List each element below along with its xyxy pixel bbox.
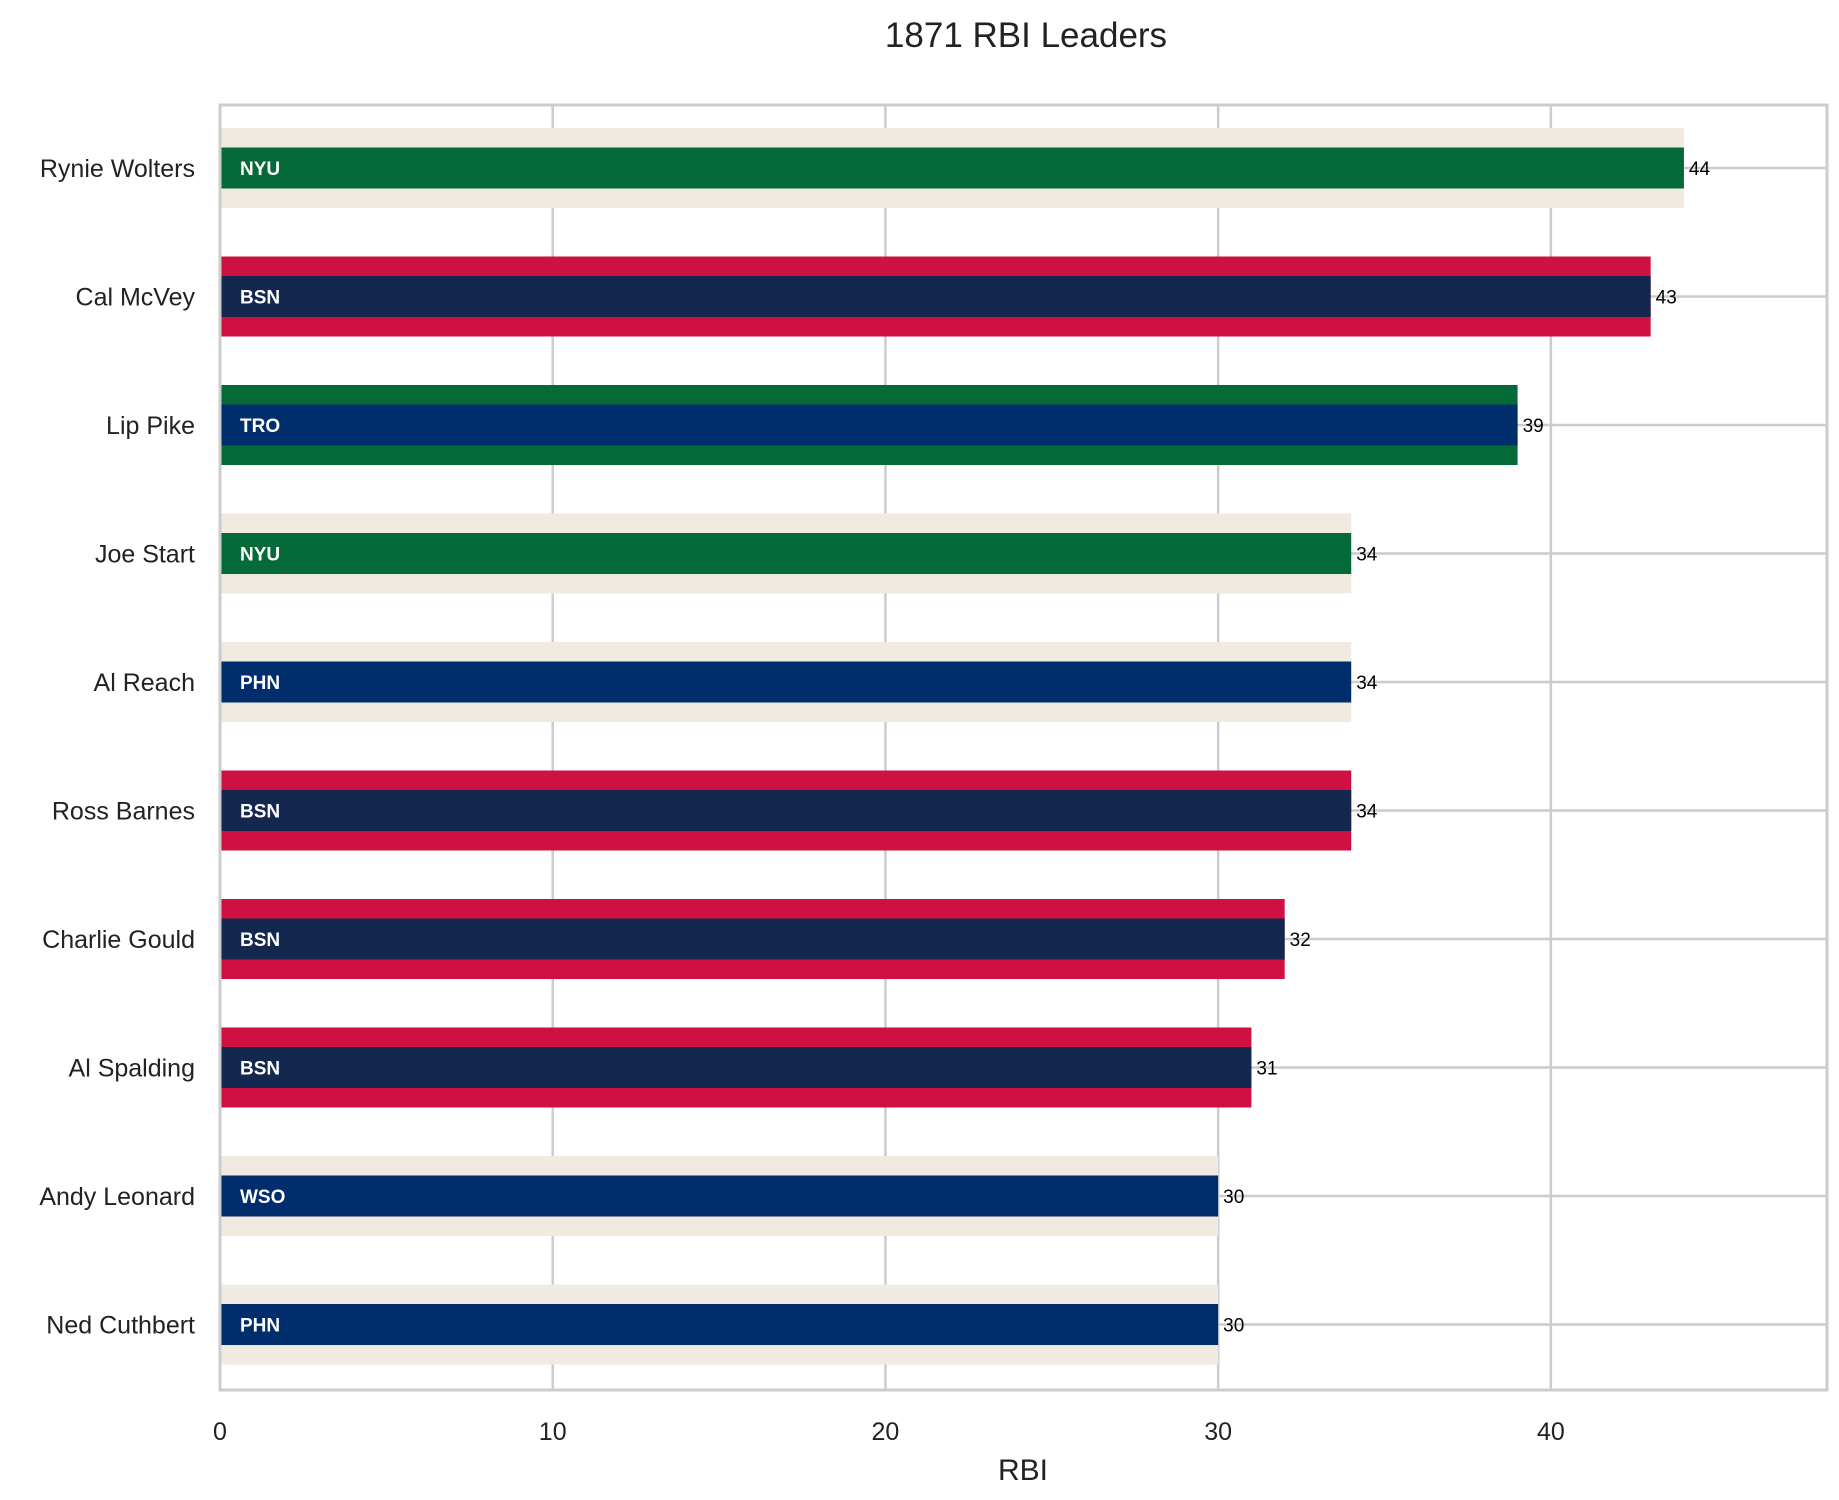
team-label: BSN bbox=[240, 288, 280, 309]
y-tick-label: Charlie Gould bbox=[42, 926, 195, 954]
bar-inner bbox=[220, 404, 1518, 446]
y-tick-label: Al Spalding bbox=[69, 1055, 195, 1083]
x-tick-label: 0 bbox=[213, 1418, 227, 1446]
y-tick-label: Al Reach bbox=[94, 669, 195, 697]
bar-labels: NYU 44 BSN 43 TRO 39 NYU 34 PHN 34 BSN 34 BSN 32 BSN 31… bbox=[240, 159, 1711, 1337]
x-tick-label: 40 bbox=[1537, 1418, 1565, 1446]
bar-inner bbox=[220, 661, 1352, 703]
team-label: BSN bbox=[240, 930, 280, 951]
team-label: PHN bbox=[240, 1316, 280, 1337]
y-tick-label: Cal McVey bbox=[76, 284, 196, 312]
value-label: 34 bbox=[1356, 802, 1378, 823]
bar-inner bbox=[220, 147, 1684, 189]
x-tick-label: 30 bbox=[1204, 1418, 1232, 1446]
bar-inner bbox=[220, 918, 1285, 960]
chart-title: 1871 RBI Leaders bbox=[885, 16, 1167, 55]
y-tick-label: Ross Barnes bbox=[52, 798, 195, 826]
value-label: 30 bbox=[1223, 1187, 1244, 1208]
team-label: BSN bbox=[240, 802, 280, 823]
y-tick-label: Joe Start bbox=[95, 541, 195, 569]
value-label: 34 bbox=[1356, 545, 1378, 566]
plot-frame bbox=[218, 103, 1829, 1392]
x-axis-label: RBI bbox=[998, 1454, 1048, 1487]
y-tick-label: Lip Pike bbox=[106, 412, 195, 440]
bar-inner bbox=[220, 1304, 1219, 1345]
value-label: 30 bbox=[1223, 1316, 1244, 1337]
bars bbox=[220, 128, 1684, 1365]
x-tick-label: 10 bbox=[539, 1418, 567, 1446]
x-axis-tick-labels: 0 10 20 30 40 bbox=[213, 1418, 1565, 1446]
value-label: 43 bbox=[1656, 288, 1677, 309]
y-tick-label: Rynie Wolters bbox=[40, 155, 195, 183]
bar-inner bbox=[220, 276, 1651, 317]
y-axis-tick-labels: Rynie Wolters Cal McVey Lip Pike Joe Start A… bbox=[39, 155, 195, 1340]
team-label: TRO bbox=[240, 416, 280, 437]
y-tick-label: Ned Cuthbert bbox=[46, 1312, 195, 1340]
bar-inner bbox=[220, 533, 1352, 574]
value-label: 44 bbox=[1689, 159, 1711, 180]
value-label: 31 bbox=[1256, 1059, 1277, 1080]
team-label: BSN bbox=[240, 1059, 280, 1080]
team-label: PHN bbox=[240, 673, 280, 694]
team-label: NYU bbox=[240, 545, 280, 566]
bar-inner bbox=[220, 1047, 1252, 1088]
x-tick-label: 20 bbox=[872, 1418, 900, 1446]
team-label: NYU bbox=[240, 159, 280, 180]
value-label: 39 bbox=[1523, 416, 1544, 437]
value-label: 34 bbox=[1356, 673, 1378, 694]
team-label: WSO bbox=[240, 1187, 285, 1208]
value-label: 32 bbox=[1290, 930, 1311, 951]
bar-inner bbox=[220, 790, 1352, 831]
y-tick-label: Andy Leonard bbox=[39, 1183, 195, 1211]
bar-inner bbox=[220, 1175, 1219, 1217]
